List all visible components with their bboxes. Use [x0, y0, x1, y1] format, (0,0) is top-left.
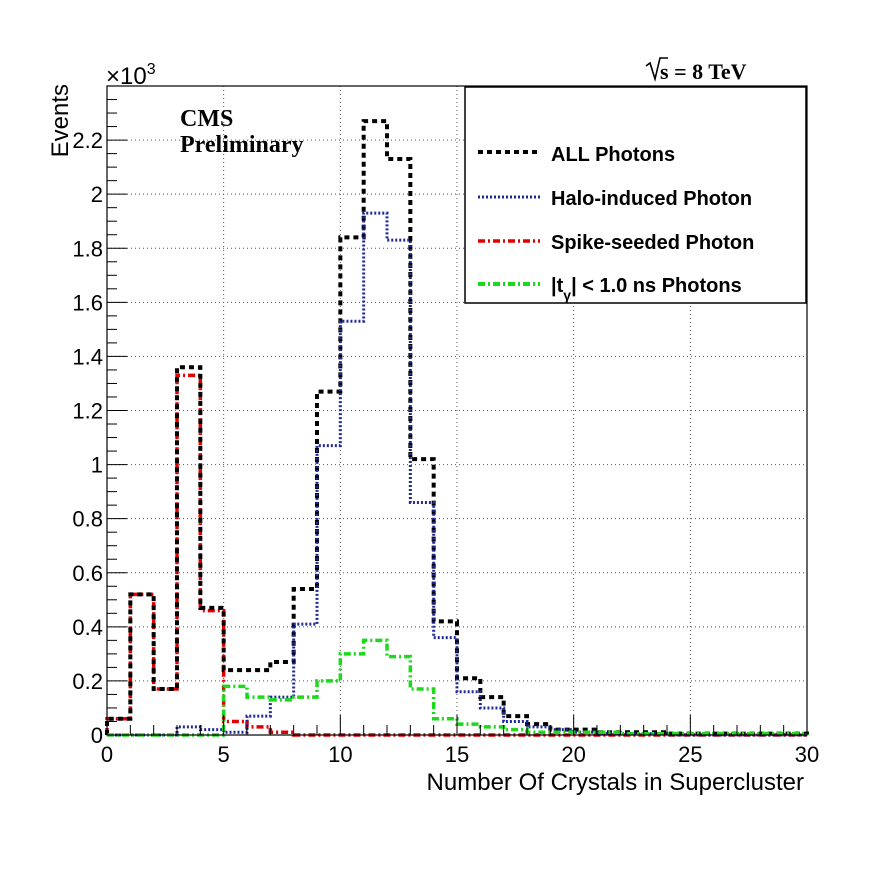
- energy-text: s = 8 TeV: [660, 59, 747, 84]
- preliminary-label: Preliminary: [180, 132, 304, 158]
- legend-timing-prefix: |t: [551, 275, 564, 297]
- energy-prefix: s: [660, 59, 669, 84]
- x-tick-label: 5: [218, 742, 230, 767]
- x-tick-label: 30: [795, 742, 819, 767]
- legend-label-spike-seeded: Spike-seeded Photon: [551, 232, 754, 254]
- x-axis-title: Number Of Crystals in Supercluster: [427, 769, 804, 796]
- legend-box: [464, 86, 807, 304]
- y-tick-label: 2: [91, 182, 103, 207]
- legend-label-all-photons: ALL Photons: [551, 144, 675, 166]
- legend: ALL Photons Halo-induced Photon Spike-se…: [464, 86, 807, 304]
- y-tick-label: 1.8: [72, 236, 103, 261]
- y-tick-label: 1.6: [72, 290, 103, 315]
- x-tick-label: 10: [328, 742, 352, 767]
- x-tick-label: 20: [561, 742, 585, 767]
- y-tick-label: 1.4: [72, 344, 103, 369]
- series-all-photons: [105, 119, 809, 736]
- energy-value: = 8 TeV: [669, 59, 747, 84]
- legend-label-halo-induced: Halo-induced Photon: [551, 188, 752, 210]
- sqrt-symbol: [645, 57, 668, 83]
- series-halo-induced: [107, 211, 807, 737]
- x-tick-label: 15: [445, 742, 469, 767]
- y-multiplier-base: ×10: [106, 63, 147, 90]
- cms-label: CMS: [180, 106, 233, 132]
- legend-timing-sub: γ: [563, 287, 571, 303]
- y-tick-label: 0.4: [72, 615, 103, 640]
- x-tick-label: 0: [101, 742, 113, 767]
- y-multiplier: ×103: [106, 61, 156, 90]
- legend-timing-suffix: | < 1.0 ns Photons: [571, 275, 742, 297]
- x-tick-label: 25: [678, 742, 702, 767]
- energy-label: s = 8 TeV: [645, 57, 747, 84]
- y-tick-label: 1.2: [72, 399, 103, 424]
- y-tick-label: 0.8: [72, 507, 103, 532]
- y-tick-label: 0: [91, 723, 103, 748]
- y-tick-label: 1: [91, 453, 103, 478]
- legend-label-timing: |tγ| < 1.0 ns Photons: [551, 275, 742, 303]
- tick-layer: [106, 85, 808, 736]
- y-multiplier-exponent: 3: [147, 61, 156, 78]
- tick-label-layer: 0 5 10 15 20 25 30 0 0.2 0.4 0.6 0.8 1 1.2 1.4 1.6 1.8 2 2…: [72, 128, 819, 767]
- y-tick-label: 0.2: [72, 669, 103, 694]
- y-tick-label: 0.6: [72, 561, 103, 586]
- y-axis-title: Events: [47, 84, 74, 157]
- series-timing-photons: [107, 638, 809, 737]
- y-tick-label: 2.2: [72, 128, 103, 153]
